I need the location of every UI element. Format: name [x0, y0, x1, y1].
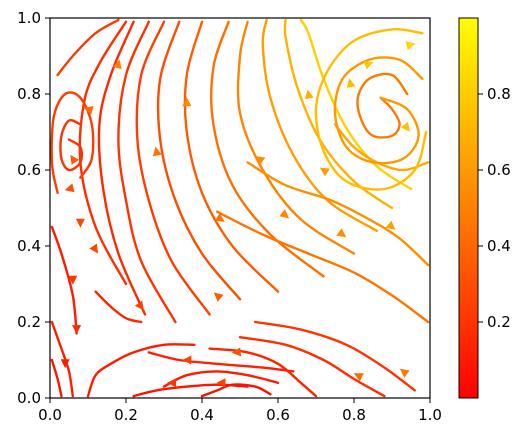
flow-arrow-4	[279, 209, 290, 219]
streamline-28	[200, 383, 272, 398]
flow-arrow-5	[336, 228, 347, 238]
streamline-12	[246, 161, 430, 267]
streamline-25	[147, 351, 295, 373]
streamline-22	[50, 358, 63, 398]
flow-arrow-1	[152, 146, 162, 157]
y-tick-label: 0.0	[17, 389, 41, 407]
streamline-10	[283, 18, 394, 210]
streamline-6	[183, 20, 280, 293]
streamline-5	[156, 20, 242, 301]
streamline-3	[117, 20, 177, 324]
flow-arrow-12	[400, 121, 410, 132]
flow-arrow-0	[112, 59, 122, 70]
flow-arrow-26	[216, 378, 226, 388]
streamline-9	[261, 18, 378, 232]
flow-arrow-29	[399, 368, 410, 378]
flow-arrow-16	[64, 183, 75, 193]
streamline-24	[86, 343, 196, 398]
y-tick-label: 0.2	[17, 313, 41, 331]
x-axis: 0.0 0.2 0.4 0.6 0.8 1.0	[38, 398, 442, 424]
flow-arrow-18	[68, 275, 78, 285]
flow-arrow-11	[363, 61, 374, 70]
streamline-26	[162, 370, 280, 388]
flow-arrow-28	[353, 373, 364, 382]
streamline-17	[314, 27, 428, 191]
arrows-group	[60, 41, 416, 388]
flow-arrow-2	[182, 97, 192, 107]
flow-arrow-21	[89, 243, 99, 254]
colorbar-axis: 0.2 0.4 0.6 0.8	[478, 85, 511, 331]
streamline-20	[50, 225, 78, 335]
y-tick-label: 0.8	[17, 85, 41, 103]
flow-arrow-27	[231, 347, 242, 357]
colorbar	[458, 17, 479, 399]
flow-arrow-23	[213, 292, 224, 302]
streamline-1	[78, 20, 128, 286]
streamline-13	[216, 210, 430, 324]
colorbar-tick-label: 0.6	[487, 161, 511, 179]
flow-arrow-13	[405, 41, 416, 51]
y-tick-label: 0.4	[17, 237, 41, 255]
streamline-30	[238, 336, 386, 398]
y-tick-label: 1.0	[17, 9, 41, 27]
streamline-4	[135, 20, 211, 316]
flow-arrow-10	[346, 78, 356, 88]
x-tick-label: 0.8	[342, 406, 366, 424]
streamline-16	[333, 56, 424, 165]
flow-arrow-6	[385, 220, 396, 230]
flow-arrow-17	[75, 218, 85, 228]
x-tick-label: 0.4	[190, 406, 214, 424]
streamlines-group	[50, 18, 430, 398]
flow-arrow-22	[134, 300, 144, 311]
x-tick-label: 1.0	[418, 406, 442, 424]
streamline-18	[59, 118, 84, 172]
flow-arrow-15	[83, 106, 94, 115]
streamline-15	[356, 72, 409, 139]
x-tick-label: 0.6	[266, 406, 290, 424]
streamline-0	[56, 18, 120, 77]
flow-arrow-9	[304, 89, 314, 100]
plot-frame	[49, 17, 431, 399]
flow-arrow-24	[182, 355, 192, 365]
colorbar-tick-label: 0.8	[487, 85, 511, 103]
flow-arrow-8	[319, 167, 330, 177]
streamline-2	[97, 20, 147, 316]
colorbar-tick-label: 0.4	[487, 237, 511, 255]
colorbar-tick-label: 0.2	[487, 313, 511, 331]
flow-arrow-20	[60, 359, 70, 369]
flow-arrow-7	[255, 156, 266, 165]
streamline-31	[254, 320, 416, 392]
flow-arrow-14	[70, 154, 79, 165]
x-tick-label: 0.2	[114, 406, 138, 424]
streamline-8	[236, 20, 356, 255]
flow-arrow-25	[167, 378, 177, 388]
x-tick-label: 0.0	[38, 406, 62, 424]
streamline-23	[94, 290, 143, 324]
y-tick-label: 0.6	[17, 161, 41, 179]
flow-arrow-19	[72, 325, 82, 335]
streamline-19	[50, 91, 95, 194]
y-axis: 0.0 0.2 0.4 0.6 0.8 1.0	[17, 9, 50, 407]
flow-arrow-3	[214, 213, 225, 222]
